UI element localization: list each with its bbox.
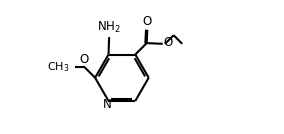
Text: NH$_2$: NH$_2$ [97, 20, 121, 35]
Text: O: O [163, 36, 173, 49]
Text: N: N [103, 98, 111, 111]
Text: O: O [143, 15, 152, 28]
Text: CH$_3$: CH$_3$ [47, 60, 69, 74]
Text: O: O [80, 53, 89, 66]
